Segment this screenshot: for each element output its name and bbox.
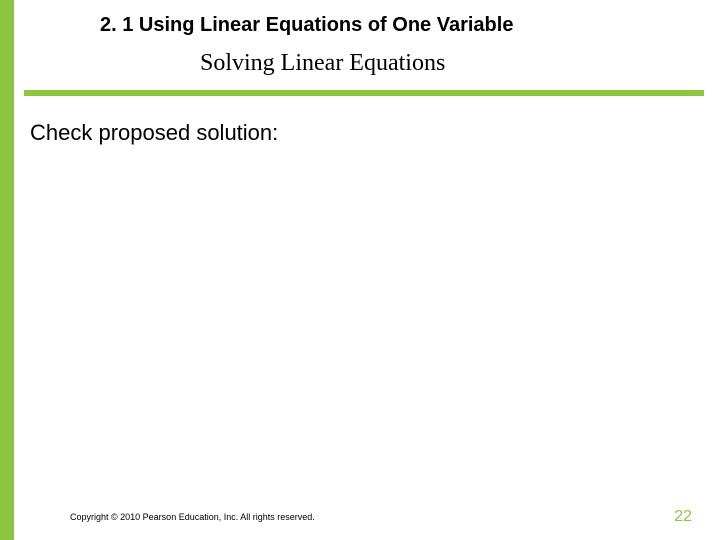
copyright-text: Copyright © 2010 Pearson Education, Inc.… [70,512,315,522]
slide-subtitle: Solving Linear Equations [200,50,445,77]
left-accent-bar [0,0,14,540]
section-label: 2. 1 Using Linear Equations of One Varia… [100,14,513,37]
title-underline-bar [24,90,704,96]
body-text: Check proposed solution: [30,120,278,146]
page-number: 22 [674,508,692,526]
